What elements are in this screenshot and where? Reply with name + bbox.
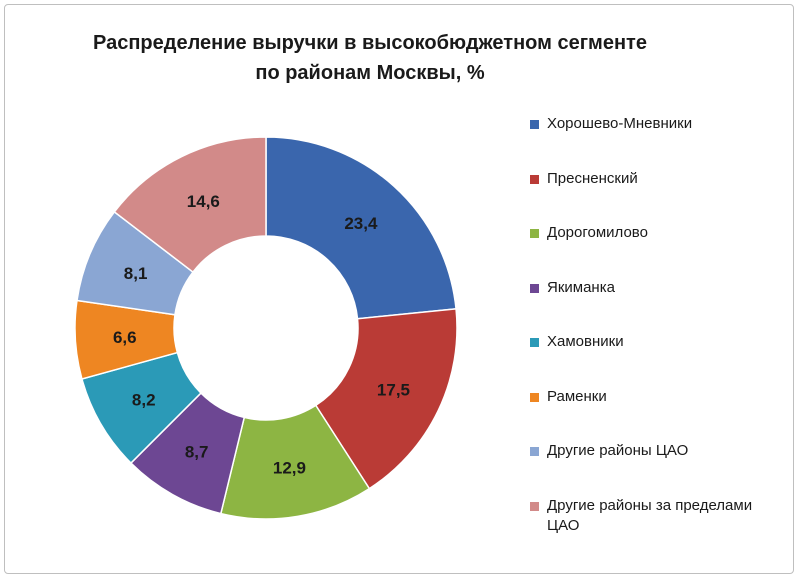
- legend-label-2: Дорогомилово: [547, 224, 648, 241]
- legend-item-7: Другие районы за пределами ЦАО: [530, 496, 780, 551]
- slice-value-label-5: 6,6: [113, 328, 137, 347]
- legend-swatch-7: [530, 501, 539, 511]
- slice-value-label-6: 8,1: [124, 264, 148, 283]
- legend-label-4: Хамовники: [547, 333, 624, 350]
- legend-item-5: Раменки: [530, 387, 780, 442]
- slice-value-label-2: 12,9: [273, 459, 306, 478]
- legend-swatch-6: [530, 447, 539, 456]
- legend-swatch-4: [530, 338, 539, 347]
- chart-title: Распределение выручки в высокобюджетном …: [40, 28, 700, 88]
- legend-swatch-0: [530, 120, 539, 129]
- donut-slice-0: [265, 136, 457, 320]
- legend-item-3: Якиманка: [530, 278, 780, 333]
- legend-item-4: Хамовники: [530, 332, 780, 387]
- legend-swatch-3: [530, 283, 539, 293]
- legend-item-2: Дорогомилово: [530, 223, 780, 278]
- legend-swatch-5: [530, 392, 539, 402]
- slice-value-label-1: 17,5: [377, 380, 410, 399]
- donut-slice-1: [314, 308, 458, 490]
- chart-legend: Хорошево-Мневники Пресненский Дорогомилово…: [530, 114, 780, 550]
- legend-label-0: Хорошево-Мневники: [547, 115, 693, 132]
- legend-swatch-1: [530, 174, 539, 184]
- slice-value-label-0: 23,4: [344, 214, 378, 233]
- legend-item-1: Пресненский: [530, 169, 780, 224]
- chart-title-line-1: Распределение выручки в высокобюджетном …: [93, 32, 647, 54]
- legend-label-6: Другие районы ЦАО: [547, 442, 689, 459]
- legend-item-0: Хорошево-Мневники: [530, 114, 780, 169]
- slice-value-label-4: 8,2: [132, 390, 156, 409]
- slice-value-label-3: 8,7: [185, 442, 209, 461]
- legend-swatch-2: [530, 229, 539, 238]
- legend-label-3: Якиманка: [547, 278, 615, 296]
- legend-label-7: Другие районы за пределами ЦАО: [547, 496, 753, 534]
- donut-slice-7: [113, 136, 267, 274]
- chart-title-line-2: по районам Москвы, %: [255, 62, 485, 84]
- slice-value-label-7: 14,6: [187, 192, 220, 211]
- legend-label-5: Раменки: [547, 387, 607, 405]
- legend-item-6: Другие районы ЦАО: [530, 441, 780, 496]
- legend-label-1: Пресненский: [547, 169, 638, 187]
